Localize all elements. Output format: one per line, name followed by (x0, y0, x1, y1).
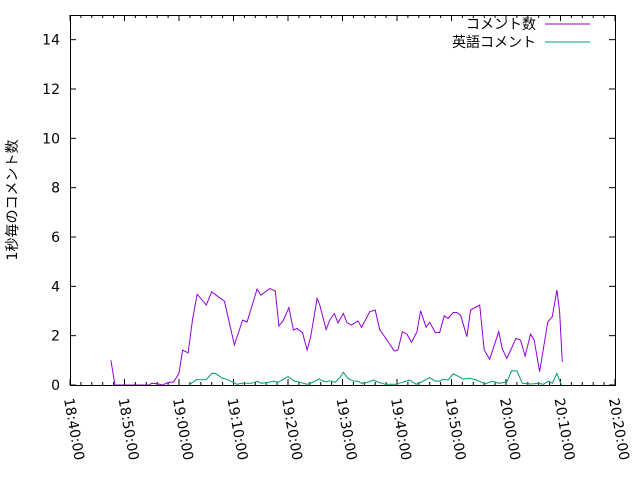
x-tick-label: 19:40:00 (387, 397, 414, 462)
series-line (188, 370, 562, 386)
y-tick-label: 12 (42, 82, 60, 98)
series-line (110, 287, 563, 386)
x-tick-label: 20:00:00 (496, 397, 523, 462)
y-tick-label: 8 (51, 181, 60, 197)
y-axis-label: 1秒毎のコメント数 (5, 140, 21, 261)
y-tick-label: 2 (51, 329, 60, 345)
y-tick-label: 0 (51, 378, 60, 394)
series-lines (110, 287, 563, 386)
x-tick-label: 20:20:00 (605, 397, 632, 462)
y-tick-label: 4 (51, 279, 60, 295)
y-tick-label: 6 (51, 230, 60, 246)
plot-border (70, 15, 616, 386)
x-tick-label: 18:50:00 (115, 397, 142, 462)
y-tick-label: 10 (42, 131, 60, 147)
x-tick-label: 19:50:00 (442, 397, 469, 462)
x-tick-label: 18:40:00 (60, 397, 87, 462)
y-tick-label: 14 (42, 33, 60, 49)
x-tick-label: 19:20:00 (278, 397, 305, 462)
x-tick-label: 19:30:00 (333, 397, 360, 462)
axis-ticks: 0 2 4 6 8 10 12 14 18:40:00 18:50:00 19:00:00 19:10… (42, 15, 632, 462)
x-tick-label: 20:10:00 (551, 397, 578, 462)
x-tick-label: 19:00:00 (169, 397, 196, 462)
x-tick-label: 19:10:00 (224, 397, 251, 462)
legend-label: コメント数 (466, 17, 536, 33)
legend-label: 英語コメント (452, 34, 536, 51)
